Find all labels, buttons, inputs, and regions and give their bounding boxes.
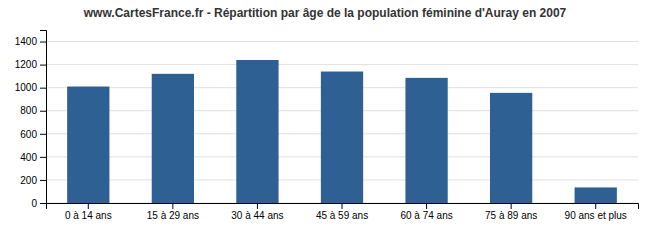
y-axis: 0 200 400 600 800 1000 1200 1400 [15, 31, 47, 209]
tick-label: 0 à 14 ans [65, 210, 112, 221]
tick: 800 [20, 105, 46, 116]
tick: 1400 [15, 36, 46, 47]
tick-mark [40, 180, 46, 181]
tick: 1000 [15, 82, 46, 93]
tick-mark [40, 157, 46, 158]
tick-mark [40, 134, 46, 135]
tick-mark [40, 203, 46, 204]
title: www.CartesFrance.fr - Répartition par âg… [83, 6, 567, 20]
tick-mark [40, 65, 46, 66]
tick-label: 1200 [15, 59, 38, 70]
bar [490, 93, 532, 203]
tick: 90 ans et plus [565, 203, 627, 221]
bar [575, 187, 617, 203]
tick-label: 1400 [15, 36, 38, 47]
grid-line [46, 64, 638, 65]
grid-line [46, 41, 638, 42]
tick-label: 90 ans et plus [565, 210, 627, 221]
tick-label: 200 [20, 175, 37, 186]
tick-mark [88, 203, 89, 209]
tick-label: 15 à 29 ans [147, 210, 199, 221]
tick-label: 400 [20, 152, 37, 163]
tick-label: 30 à 44 ans [231, 210, 283, 221]
tick: 30 à 44 ans [231, 203, 283, 221]
tick-label: 1000 [15, 82, 38, 93]
tick-label: 0 [31, 198, 37, 209]
bar [152, 74, 194, 203]
tick-label: 600 [20, 129, 37, 140]
plot: 0 200 400 600 800 1000 1200 1400 0 à 14 ans 15 à … [15, 31, 639, 222]
tick-label: 800 [20, 105, 37, 116]
tick-mark [172, 203, 173, 209]
bar [236, 60, 278, 203]
tick-label: 60 à 74 ans [400, 210, 452, 221]
tick-label: 45 à 59 ans [316, 210, 368, 221]
bar [67, 87, 109, 203]
tick: 1200 [15, 59, 46, 70]
bars [67, 60, 617, 203]
tick-mark [40, 42, 46, 43]
tick-mark [257, 203, 258, 209]
tick: 45 à 59 ans [316, 203, 368, 221]
bar [405, 78, 447, 203]
tick: 600 [20, 129, 46, 140]
chart: www.CartesFrance.fr - Répartition par âg… [0, 0, 650, 229]
tick-mark [511, 203, 512, 209]
tick-mark [595, 203, 596, 209]
x-axis: 0 à 14 ans 15 à 29 ans 30 à 44 ans 45 à 59 … [47, 203, 639, 221]
tick-mark [40, 111, 46, 112]
tick-mark [40, 88, 46, 89]
tick: 400 [20, 152, 46, 163]
tick: 200 [20, 175, 46, 186]
axis-line [47, 204, 639, 210]
tick-label: 75 à 89 ans [485, 210, 537, 221]
tick: 75 à 89 ans [485, 203, 537, 221]
tick: 60 à 74 ans [400, 203, 452, 221]
tick: 15 à 29 ans [147, 203, 199, 221]
tick: 0 [31, 198, 46, 209]
tick: 0 à 14 ans [65, 203, 112, 221]
tick-mark [426, 203, 427, 209]
tick-mark [342, 203, 343, 209]
bar [321, 72, 363, 203]
axis-line [40, 31, 47, 204]
grid [46, 42, 638, 203]
